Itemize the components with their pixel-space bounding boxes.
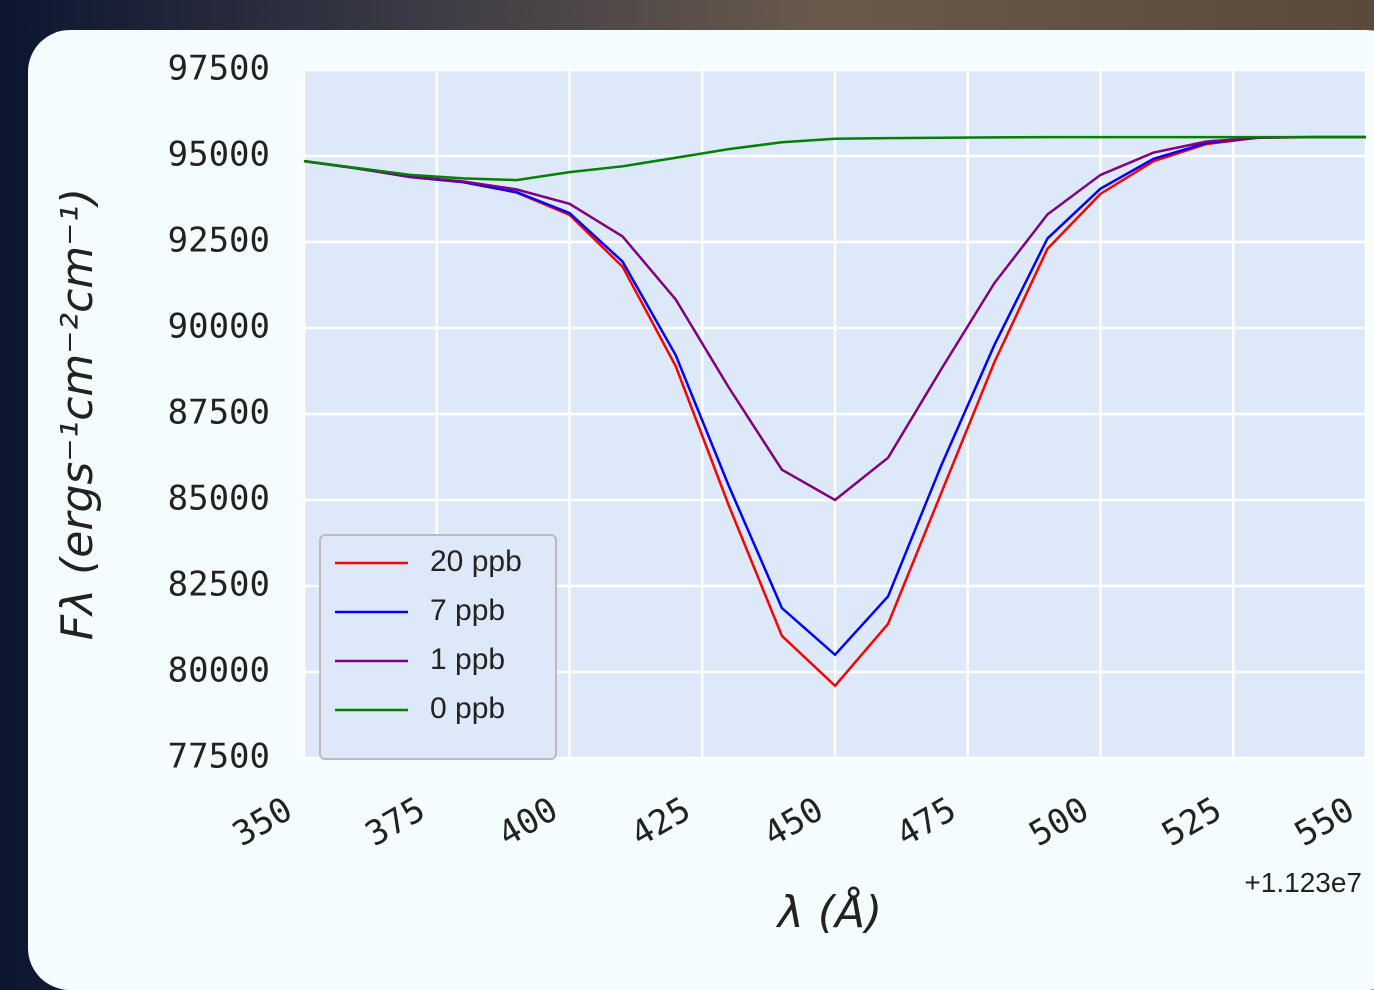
y-axis-label: Fλ (ergs⁻¹cm⁻²cm⁻¹) [52, 188, 103, 640]
x-tick-label: 550 [1288, 789, 1361, 854]
chart: λ (Å) Fλ (ergs⁻¹cm⁻²cm⁻¹) +1.123e7 77500… [52, 49, 1368, 938]
series-line [303, 135, 1366, 502]
y-tick-label: 97500 [168, 49, 270, 89]
x-tick-label: 525 [1155, 789, 1228, 854]
legend: 20 ppb 7 ppb 1 ppb 0 ppb [319, 534, 557, 760]
y-tick-label: 92500 [168, 221, 270, 261]
x-tick-label: 500 [1023, 789, 1096, 854]
legend-label: 0 ppb [430, 692, 505, 725]
x-tick-label: 400 [492, 789, 565, 854]
y-tick-label: 90000 [168, 307, 270, 347]
y-tick-label: 85000 [168, 479, 270, 519]
x-tick-label: 475 [890, 789, 963, 854]
x-tick-label: 450 [757, 789, 830, 854]
y-tick-label: 95000 [168, 135, 270, 175]
y-tick-label: 82500 [168, 565, 270, 605]
legend-label: 1 ppb [430, 643, 505, 676]
series-line [303, 135, 1366, 182]
legend-label: 7 ppb [430, 594, 505, 627]
y-tick-label: 77500 [168, 737, 270, 777]
y-tick-label: 80000 [168, 651, 270, 691]
y-tick-label: 87500 [168, 393, 270, 433]
x-axis-label: λ (Å) [776, 885, 882, 938]
x-tick-label: 425 [624, 789, 697, 854]
legend-box [319, 534, 557, 760]
x-offset-label: +1.123e7 [1244, 867, 1362, 898]
x-tick-label: 375 [359, 789, 432, 854]
series-line [303, 135, 1366, 657]
legend-label: 20 ppb [430, 545, 522, 578]
x-tick-label: 350 [226, 789, 299, 854]
